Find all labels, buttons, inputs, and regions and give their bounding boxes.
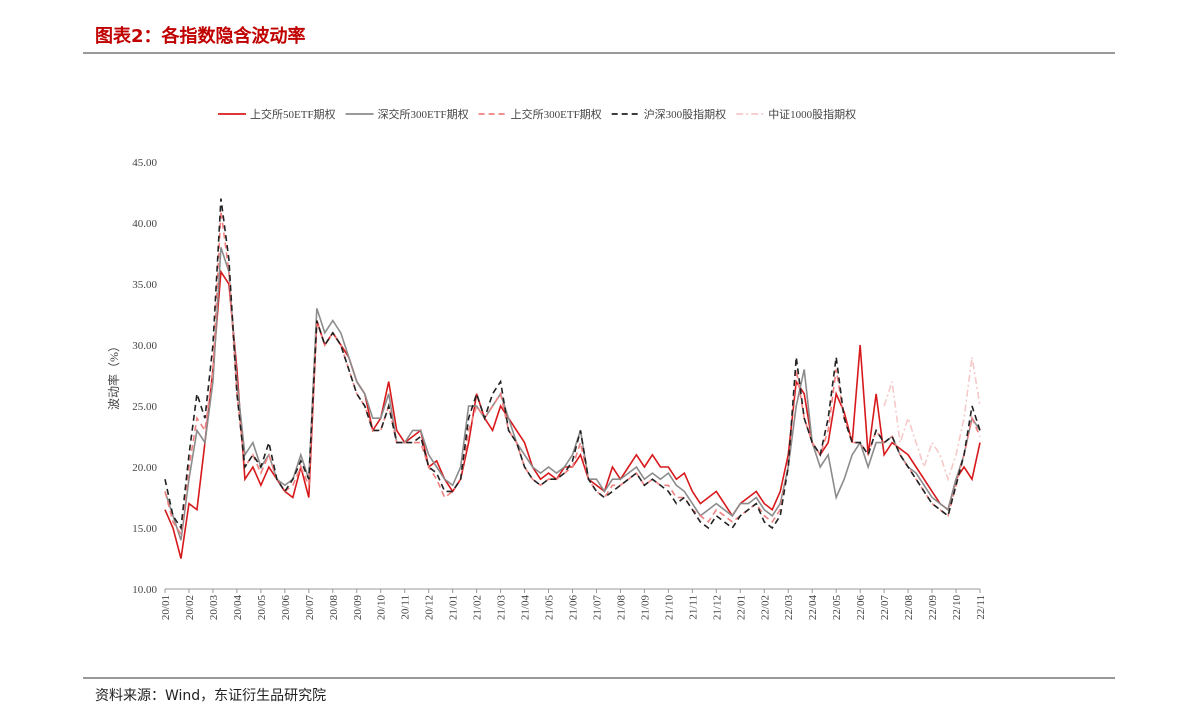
source-note: 资料来源：Wind，东证衍生品研究院 (95, 688, 326, 704)
y-tick-label: 20.00 (132, 462, 157, 474)
x-tick-label: 22/09 (927, 595, 939, 621)
series-line (164, 198, 981, 531)
x-tick-label: 22/02 (759, 595, 771, 620)
x-tick-label: 21/03 (496, 595, 508, 621)
x-tick-label: 20/10 (376, 595, 388, 621)
y-tick-label: 15.00 (132, 523, 157, 535)
x-tick-label: 21/04 (520, 595, 532, 621)
y-tick-label: 30.00 (132, 340, 157, 352)
y-axis-label: 波动率（%） (106, 340, 121, 410)
x-tick-label: 20/01 (160, 595, 172, 620)
page-title: 图表2：各指数隐含波动率 (95, 25, 306, 47)
series-line (883, 357, 981, 482)
legend-label: 中证1000股指期权 (768, 107, 856, 121)
y-tick-label: 10.00 (132, 584, 157, 596)
x-tick-label: 20/11 (400, 595, 412, 620)
x-tick-label: 21/02 (472, 595, 484, 620)
x-tick-label: 21/11 (687, 595, 699, 620)
y-tick-label: 35.00 (132, 279, 157, 291)
legend-label: 沪深300股指期权 (644, 107, 727, 121)
x-tick-label: 22/08 (903, 595, 915, 621)
y-tick-label: 40.00 (132, 218, 157, 230)
x-tick-label: 22/05 (831, 595, 843, 621)
x-tick-label: 20/03 (208, 595, 220, 621)
y-tick-label: 25.00 (132, 401, 157, 413)
x-tick-label: 20/07 (304, 595, 316, 621)
x-tick-label: 20/12 (424, 595, 436, 620)
x-tick-label: 20/04 (232, 595, 244, 621)
x-tick-label: 22/11 (975, 595, 987, 620)
legend-label: 深交所300ETF期权 (378, 107, 469, 121)
x-tick-label: 20/06 (280, 595, 292, 621)
x-tick-label: 22/07 (879, 595, 891, 621)
x-tick-label: 21/08 (615, 595, 627, 621)
x-tick-label: 22/06 (855, 595, 867, 621)
x-tick-label: 22/10 (951, 595, 963, 621)
legend-label: 上交所300ETF期权 (511, 107, 602, 121)
y-tick-label: 45.00 (132, 157, 157, 169)
legend-label: 上交所50ETF期权 (250, 107, 336, 121)
x-tick-label: 22/01 (735, 595, 747, 620)
series-line (164, 247, 981, 541)
x-tick-label: 21/09 (639, 595, 651, 621)
series-line (164, 269, 981, 559)
x-tick-label: 20/08 (328, 595, 340, 621)
x-tick-label: 21/06 (568, 595, 580, 621)
x-tick-label: 21/10 (663, 595, 675, 621)
x-tick-label: 21/01 (448, 595, 460, 620)
x-tick-label: 21/12 (711, 595, 723, 620)
plot: 10.00 15.00 20.00 25.00 30.00 35.00 40.00 45.00… (132, 107, 987, 620)
x-tick-label: 22/03 (783, 595, 795, 621)
x-tick-label: 22/04 (807, 595, 819, 621)
x-tick-label: 21/07 (591, 595, 603, 621)
x-tick-label: 20/09 (352, 595, 364, 621)
x-tick-label: 20/02 (184, 595, 196, 620)
x-tick-label: 20/05 (256, 595, 268, 621)
x-tick-label: 21/05 (544, 595, 556, 621)
